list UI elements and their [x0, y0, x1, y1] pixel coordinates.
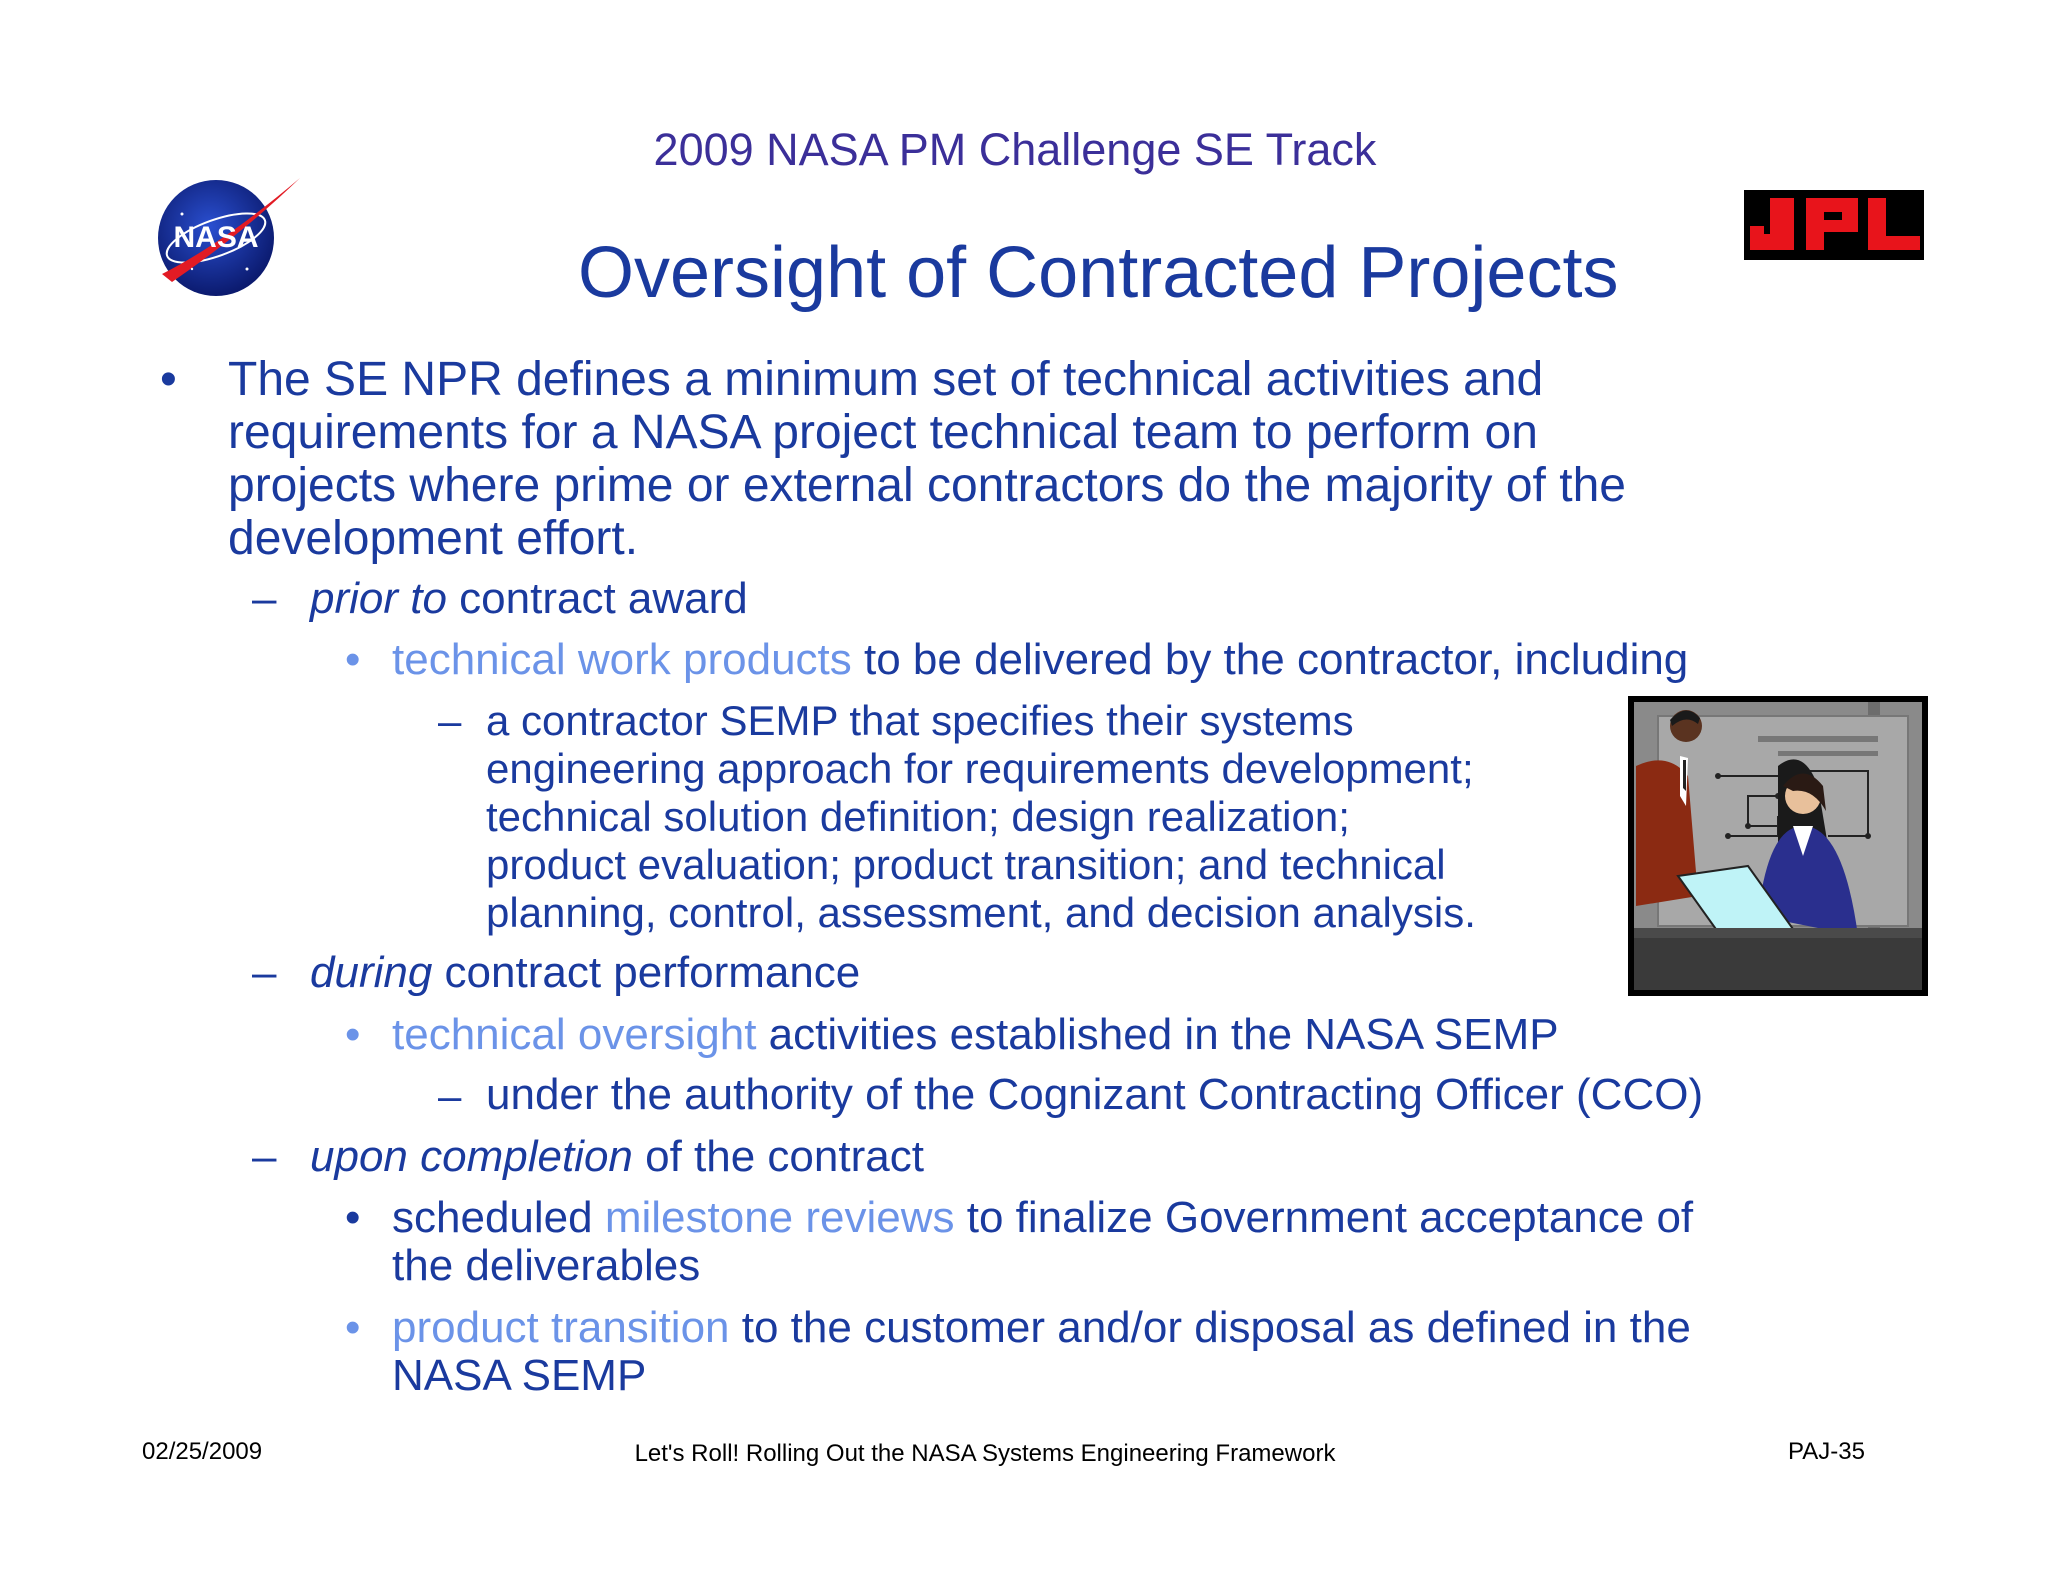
product-transition-line-2: NASA SEMP [392, 1351, 647, 1400]
technical-oversight-rest: activities established in the NASA SEMP [756, 1010, 1559, 1059]
prior-to-item: prior to contract award [310, 574, 748, 624]
technical-oversight-highlight: technical oversight [392, 1010, 757, 1059]
people-at-workstation-illustration [1628, 696, 1928, 996]
technical-work-products-item: technical work products to be delivered … [392, 635, 1688, 685]
contractor-semp-line-4: product evaluation; product transition; … [486, 841, 1446, 888]
footer-title: Let's Roll! Rolling Out the NASA Systems… [634, 1440, 1336, 1467]
contractor-semp-line-5: planning, control, assessment, and decis… [486, 889, 1476, 936]
dash-marker: – [252, 1132, 277, 1181]
contractor-semp-line-2: engineering approach for requirements de… [486, 745, 1474, 792]
upon-completion-rest: of the contract [632, 1132, 924, 1181]
product-transition-item: product transition to the customer and/o… [392, 1303, 1691, 1353]
upon-completion-item: upon completion of the contract [310, 1132, 924, 1182]
during-item: during contract performance [310, 948, 860, 998]
product-transition-highlight: product transition [392, 1303, 730, 1352]
product-transition-rest: to the customer and/or disposal as defin… [729, 1303, 1691, 1352]
contractor-semp-line-3: technical solution definition; design re… [486, 793, 1350, 840]
milestone-reviews-highlight: milestone reviews [604, 1193, 955, 1242]
bullet-marker: • [345, 1303, 361, 1352]
bullet-marker: • [345, 635, 361, 684]
bullet-text-line-1: The SE NPR defines a minimum set of tech… [228, 353, 1544, 406]
footer-date: 02/25/2009 [142, 1438, 263, 1465]
cco-item: under the authority of the Cognizant Con… [486, 1070, 1704, 1119]
bullet-text-line-3: projects where prime or external contrac… [228, 459, 1626, 512]
bullet-marker: • [345, 1010, 361, 1059]
footer-page-number: PAJ-35 [1788, 1438, 1865, 1465]
track-title: 2009 NASA PM Challenge SE Track [653, 124, 1377, 175]
milestone-reviews-rest: to finalize Government acceptance of [954, 1193, 1694, 1242]
during-rest: contract performance [432, 948, 861, 997]
dash-marker: – [252, 948, 277, 997]
bullet-text-line-4: development effort. [228, 512, 639, 565]
prior-to-emphasis: prior to [310, 574, 447, 623]
upon-completion-emphasis: upon completion [310, 1132, 633, 1181]
bullet-text-line-2: requirements for a NASA project technica… [228, 406, 1538, 459]
nasa-logo-text: NASA [173, 221, 258, 254]
bullet-marker: • [345, 1193, 361, 1242]
dash-marker: – [438, 697, 462, 744]
jpl-logo [1744, 190, 1924, 260]
technical-work-products-rest: to be delivered by the contractor, inclu… [851, 635, 1689, 684]
nasa-logo: NASA [158, 178, 300, 296]
technical-oversight-item: technical oversight activities establish… [392, 1010, 1559, 1060]
dash-marker: – [252, 574, 277, 623]
slide-title: Oversight of Contracted Projects [578, 233, 1619, 313]
milestone-reviews-line-2: the deliverables [392, 1241, 701, 1290]
dash-marker: – [438, 1072, 462, 1119]
contractor-semp-line-1: a contractor SEMP that specifies their s… [486, 697, 1354, 744]
technical-work-products-highlight: technical work products [392, 635, 852, 684]
during-emphasis: during [310, 948, 433, 997]
milestone-reviews-pre: scheduled [392, 1193, 605, 1242]
milestone-reviews-item: scheduled milestone reviews to finalize … [392, 1193, 1693, 1243]
bullet-marker: • [160, 353, 177, 406]
prior-to-rest: contract award [446, 574, 748, 623]
